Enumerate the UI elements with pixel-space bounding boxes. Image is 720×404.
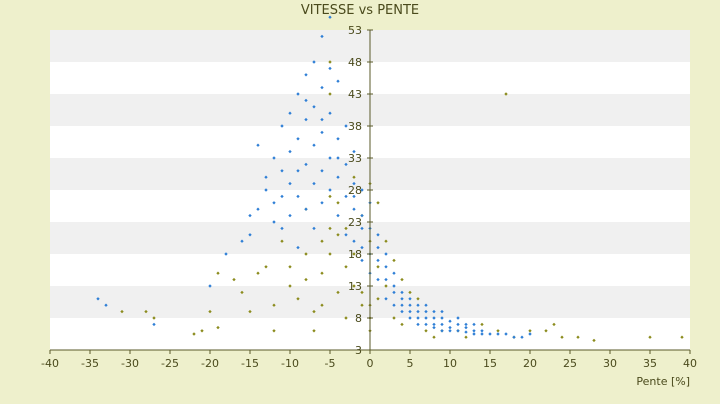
data-point <box>200 329 204 333</box>
data-point <box>208 309 212 314</box>
data-point <box>248 233 252 237</box>
x-tick-label: -40 <box>41 357 59 370</box>
x-axis-label: Pente [%] <box>636 375 690 388</box>
x-tick-label: 20 <box>523 357 537 370</box>
y-tick-label: 53 <box>348 24 362 37</box>
x-tick-label: 40 <box>683 357 697 370</box>
x-tick-label: -20 <box>201 357 219 370</box>
data-point <box>192 332 196 336</box>
data-point <box>504 92 508 96</box>
x-tick-label: 10 <box>443 357 457 370</box>
data-point <box>560 335 564 339</box>
x-tick-label: -25 <box>161 357 179 370</box>
y-tick-label: 33 <box>348 152 362 165</box>
y-tick-label: 38 <box>348 120 362 133</box>
x-tick-label: 30 <box>603 357 617 370</box>
data-point <box>344 124 348 128</box>
y-tick-label: 3 <box>355 344 362 357</box>
data-point <box>288 111 292 115</box>
data-point <box>280 124 284 128</box>
data-point <box>152 322 156 327</box>
x-tick-label: -5 <box>325 357 336 370</box>
y-tick-label: 18 <box>348 248 362 261</box>
data-point <box>312 60 316 64</box>
y-tick-label: 23 <box>348 216 362 229</box>
data-point <box>328 92 332 96</box>
data-point <box>680 335 684 339</box>
data-point <box>224 252 228 256</box>
data-point <box>336 79 340 83</box>
data-point <box>520 335 524 339</box>
x-tick-label: -15 <box>241 357 259 370</box>
data-point <box>576 335 580 339</box>
y-tick-label: 8 <box>355 312 362 325</box>
data-point <box>320 117 324 122</box>
data-point <box>96 297 100 301</box>
x-tick-label: -35 <box>81 357 99 370</box>
data-point <box>208 284 212 288</box>
data-point <box>232 277 236 282</box>
data-point <box>216 271 220 275</box>
y-tick-label: 43 <box>348 88 362 101</box>
data-point <box>240 290 244 295</box>
y-tick-label: 48 <box>348 56 362 69</box>
x-tick-label: -30 <box>121 357 139 370</box>
x-tick-label: 35 <box>643 357 657 370</box>
data-point <box>296 92 300 96</box>
x-tick-label: 25 <box>563 357 577 370</box>
chart-title: VITESSE vs PENTE <box>301 3 419 18</box>
data-point <box>328 111 332 115</box>
data-point <box>320 34 324 39</box>
data-point <box>144 309 148 314</box>
x-tick-label: 15 <box>483 357 497 370</box>
x-tick-label: -10 <box>281 357 299 370</box>
data-point <box>152 316 156 320</box>
y-tick-label: 28 <box>348 184 362 197</box>
data-point <box>328 60 332 64</box>
data-point <box>320 85 324 90</box>
x-tick-label: 5 <box>407 357 414 370</box>
data-point <box>648 335 652 339</box>
y-tick-label: 13 <box>348 280 362 293</box>
data-point <box>240 239 244 243</box>
data-point <box>248 309 252 314</box>
x-tick-label: 0 <box>367 357 374 370</box>
data-point <box>528 332 532 336</box>
data-point <box>304 117 308 122</box>
data-point <box>512 335 516 339</box>
data-point <box>216 325 220 330</box>
x-axis-ticks: -40 -35 -30 -25 -20 -15 -10 -5 0 5 10 15 20 25 30 35 40 <box>41 350 697 370</box>
